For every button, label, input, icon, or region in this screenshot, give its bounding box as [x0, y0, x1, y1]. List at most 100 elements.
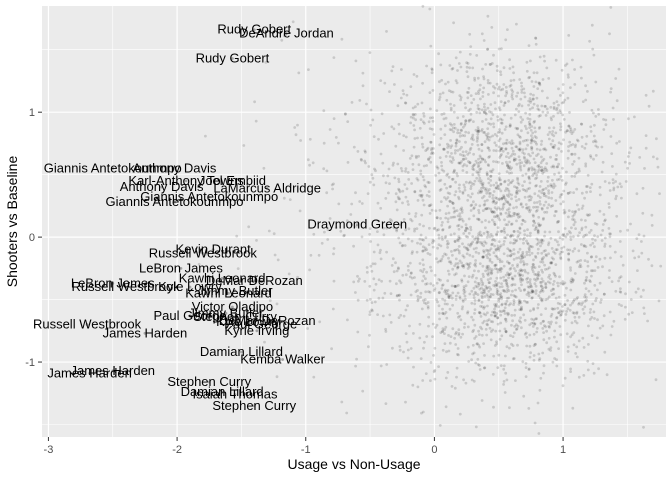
data-point: [474, 259, 477, 262]
data-point: [410, 154, 414, 158]
data-point: [499, 313, 503, 317]
data-point: [560, 246, 564, 250]
data-point: [473, 78, 477, 82]
data-point: [460, 279, 464, 283]
data-point: [534, 256, 538, 259]
data-point: [461, 300, 465, 303]
data-point: [481, 120, 484, 123]
data-point: [377, 219, 381, 223]
data-point: [599, 298, 603, 301]
data-point: [311, 161, 315, 165]
data-point: [544, 307, 548, 310]
data-point: [659, 264, 663, 268]
data-point: [409, 218, 412, 221]
data-point: [482, 39, 486, 42]
data-point: [472, 152, 475, 156]
data-point: [464, 130, 468, 134]
data-point: [493, 314, 497, 318]
data-point: [490, 268, 494, 272]
data-point: [515, 323, 518, 327]
data-point: [559, 250, 563, 254]
data-point: [531, 106, 534, 110]
data-point: [518, 148, 521, 152]
data-point: [461, 192, 465, 195]
data-point: [413, 128, 416, 132]
data-point: [479, 315, 483, 318]
data-point: [516, 265, 519, 268]
data-point: [470, 275, 474, 279]
data-point: [531, 289, 534, 293]
data-point: [498, 329, 502, 333]
data-point: [408, 157, 412, 160]
data-point: [453, 285, 457, 288]
data-point: [556, 301, 560, 305]
data-point: [478, 107, 481, 111]
data-point: [490, 238, 494, 242]
data-point: [656, 165, 660, 169]
data-point: [456, 291, 460, 295]
data-point: [468, 161, 472, 165]
data-point: [477, 218, 481, 222]
data-point: [553, 307, 557, 311]
data-point: [496, 366, 500, 369]
data-point: [547, 325, 551, 328]
data-point: [445, 242, 449, 246]
data-point: [464, 180, 468, 184]
data-point: [537, 81, 541, 85]
data-point: [609, 135, 613, 138]
data-point: [543, 230, 547, 234]
data-point: [443, 332, 446, 335]
data-point: [573, 145, 577, 149]
data-point: [563, 376, 567, 380]
data-point: [464, 226, 468, 230]
data-point: [466, 248, 470, 252]
data-point: [528, 117, 532, 121]
data-point: [636, 287, 640, 291]
data-point: [495, 255, 499, 259]
data-point: [479, 190, 483, 194]
data-point: [580, 243, 583, 246]
data-point: [544, 105, 547, 108]
data-point: [445, 98, 449, 102]
data-point: [466, 96, 470, 100]
data-point: [532, 85, 536, 88]
data-point: [456, 214, 460, 218]
data-point: [354, 364, 357, 368]
data-point: [417, 154, 420, 158]
data-point: [422, 224, 425, 228]
data-point: [480, 149, 484, 153]
data-point: [517, 147, 521, 151]
data-point: [427, 324, 430, 328]
data-point: [615, 99, 619, 103]
data-point: [499, 292, 503, 295]
data-point: [544, 249, 547, 252]
data-point: [450, 161, 454, 164]
data-point: [500, 121, 504, 125]
data-point: [494, 144, 498, 147]
data-point: [590, 182, 594, 186]
data-point: [527, 368, 531, 371]
data-point: [471, 66, 475, 70]
data-point: [417, 163, 421, 167]
data-point: [524, 111, 527, 115]
data-point: [608, 32, 611, 36]
data-point: [590, 108, 594, 112]
data-point: [640, 251, 644, 255]
data-point: [482, 203, 486, 207]
data-point: [507, 273, 511, 276]
x-tick-label: 0: [431, 444, 437, 456]
data-point: [481, 185, 485, 189]
data-point: [412, 332, 415, 335]
data-point: [521, 151, 525, 154]
data-point: [545, 254, 548, 258]
data-point: [459, 65, 463, 69]
data-point: [537, 265, 541, 268]
data-point: [475, 246, 478, 250]
data-point: [641, 211, 645, 215]
data-point: [546, 280, 550, 284]
data-point: [561, 113, 565, 117]
data-point: [291, 20, 295, 24]
data-point: [516, 176, 519, 180]
data-point: [474, 92, 478, 95]
data-point: [592, 53, 596, 57]
